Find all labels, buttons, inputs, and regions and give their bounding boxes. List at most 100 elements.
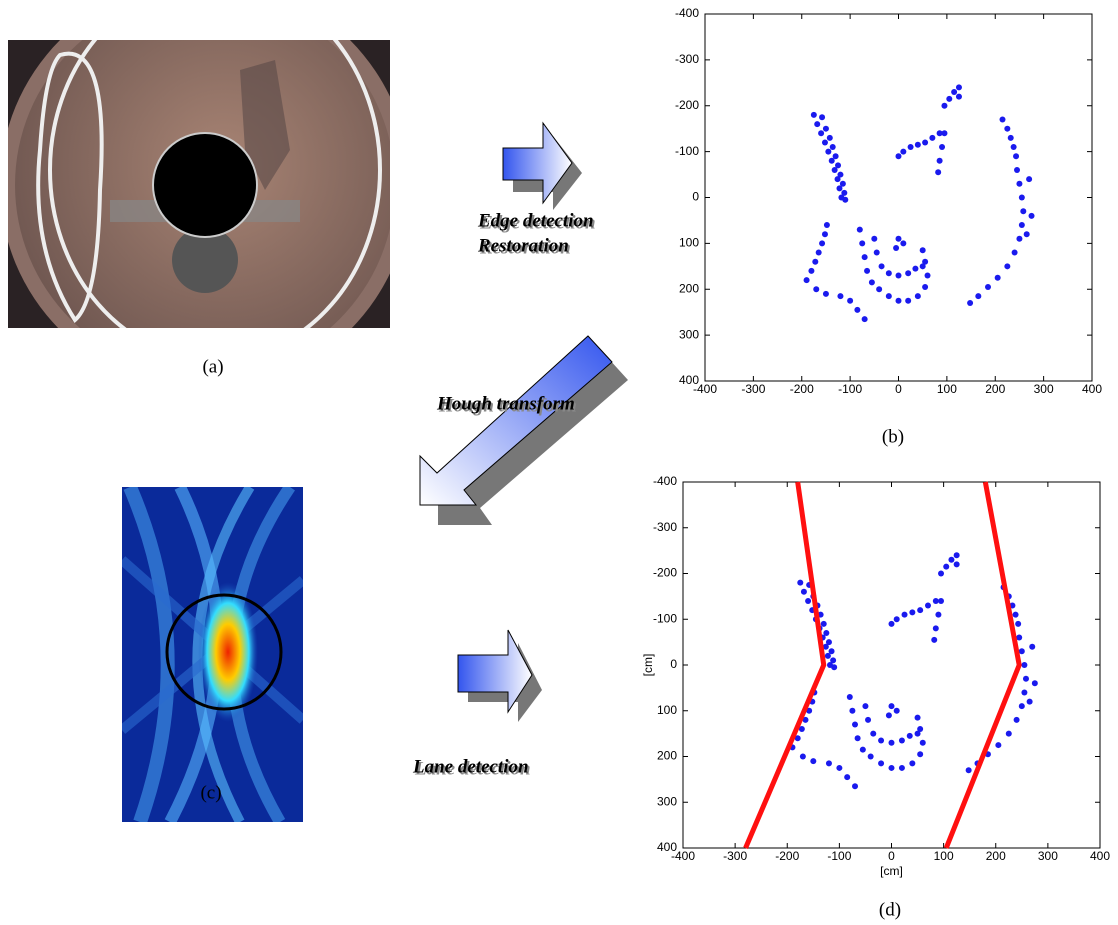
edge-point [855, 735, 861, 741]
edge-point [868, 754, 874, 760]
edge-point [922, 284, 928, 290]
x-tick-label: 200 [986, 849, 1006, 863]
edge-point [813, 286, 819, 292]
edge-point [908, 144, 914, 150]
edge-point [1021, 689, 1027, 695]
edge-point [1013, 153, 1019, 159]
edge-point [889, 621, 895, 627]
edge-point [1008, 135, 1014, 141]
edge-point [801, 589, 807, 595]
edge-point [826, 639, 832, 645]
edge-point [1011, 144, 1017, 150]
edge-point [818, 130, 824, 136]
edge-point [831, 664, 837, 670]
edge-point [874, 250, 880, 256]
y-tick-label: 300 [679, 327, 699, 341]
edge-point [917, 751, 923, 757]
edge-point [836, 765, 842, 771]
caption: (b) [882, 426, 904, 447]
edge-point [1016, 181, 1022, 187]
edge-point [822, 231, 828, 237]
y-tick-label: 300 [657, 794, 677, 808]
edge-point [954, 552, 960, 558]
edge-point [943, 564, 949, 570]
x-tick-label: -200 [775, 849, 799, 863]
edge-point [896, 272, 902, 278]
x-tick-label: 400 [1082, 382, 1102, 396]
edge-point [1012, 250, 1018, 256]
edge-point [1019, 222, 1025, 228]
y-tick-label: 0 [692, 190, 699, 204]
edge-point [805, 598, 811, 604]
edge-point [823, 291, 829, 297]
y-tick-label: 400 [657, 840, 677, 854]
edge-point [847, 298, 853, 304]
edge-point [951, 89, 957, 95]
edge-point [829, 648, 835, 654]
edge-point [886, 712, 892, 718]
edge-point [837, 293, 843, 299]
edge-point [894, 708, 900, 714]
edge-point [1004, 263, 1010, 269]
y-tick-label: -400 [653, 474, 677, 488]
edge-point [893, 245, 899, 251]
edge-point [826, 760, 832, 766]
y-tick-label: -300 [675, 52, 699, 66]
x-tick-label: -300 [723, 849, 747, 863]
hough-heatmap [122, 487, 303, 822]
x-tick-label: 200 [985, 382, 1005, 396]
edge-point [822, 139, 828, 145]
caption: (a) [202, 356, 223, 377]
arrow-lane [458, 630, 542, 722]
edge-point [1032, 680, 1038, 686]
edge-point [935, 169, 941, 175]
edge-point [886, 293, 892, 299]
edge-point [862, 254, 868, 260]
edge-point [814, 121, 820, 127]
x-axis-label: [cm] [880, 864, 903, 878]
edge-point [886, 270, 892, 276]
edge-point [1016, 236, 1022, 242]
figure: Edge detection Edge detection Restoratio… [0, 0, 1118, 925]
caption: (c) [200, 782, 221, 803]
edge-point [876, 286, 882, 292]
edge-point [819, 240, 825, 246]
edge-point [889, 765, 895, 771]
edge-point [1029, 644, 1035, 650]
y-tick-label: 200 [657, 749, 677, 763]
edge-point [878, 737, 884, 743]
edge-point [1006, 731, 1012, 737]
edge-point [941, 103, 947, 109]
edge-point [1019, 703, 1025, 709]
edge-point [804, 277, 810, 283]
edge-point [1020, 208, 1026, 214]
edge-point [800, 754, 806, 760]
edge-point [956, 84, 962, 90]
edge-point [825, 149, 831, 155]
edge-point [995, 742, 1001, 748]
edge-point [1016, 635, 1022, 641]
edge-point [857, 227, 863, 233]
edge-point [915, 293, 921, 299]
edge-point [871, 236, 877, 242]
edge-point [905, 298, 911, 304]
edge-point [1019, 648, 1025, 654]
edge-point [1021, 662, 1027, 668]
y-tick-label: -200 [653, 566, 677, 580]
edge-point [915, 715, 921, 721]
edge-point [966, 767, 972, 773]
edge-point [1027, 699, 1033, 705]
edge-point [922, 139, 928, 145]
edge-point [830, 144, 836, 150]
caption: (d) [879, 899, 901, 920]
x-tick-label: -300 [741, 382, 765, 396]
edge-point [900, 240, 906, 246]
edge-point [852, 783, 858, 789]
edge-point [840, 181, 846, 187]
edge-point [812, 259, 818, 265]
edge-point [862, 703, 868, 709]
y-tick-label: 100 [657, 703, 677, 717]
edge-point [912, 266, 918, 272]
edge-point [878, 760, 884, 766]
edge-point [1000, 117, 1006, 123]
